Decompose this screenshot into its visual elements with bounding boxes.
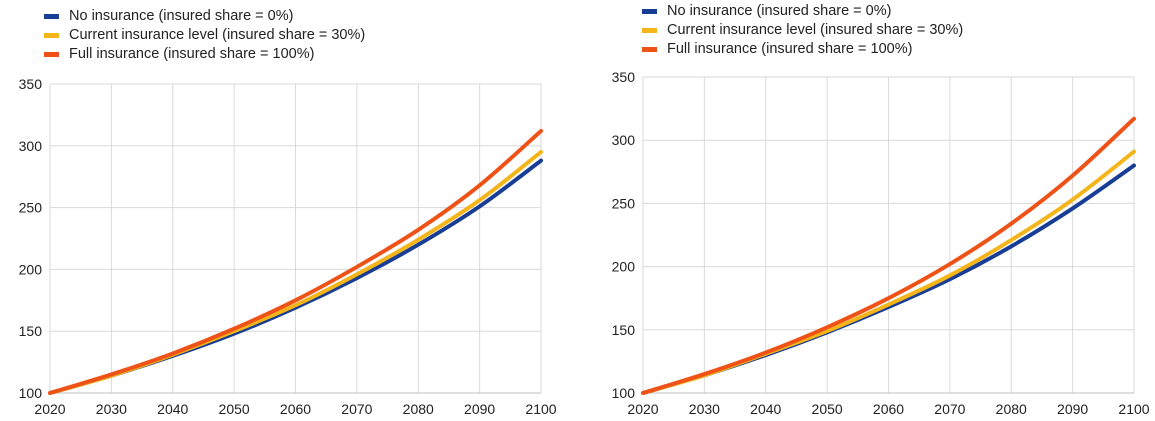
legend-swatch-no-insurance — [44, 14, 59, 19]
line-chart-right: 2020 2030 2040 2050 2060 2070 2080 2090 2100 100 1… — [612, 69, 1150, 417]
x-tick-label: 2030 — [689, 401, 720, 417]
x-tick-label: 2050 — [812, 401, 843, 417]
legend-label: No insurance (insured share = 0%) — [667, 3, 892, 19]
legend-item-current-insurance: Current insurance level (insured share =… — [44, 26, 365, 45]
y-tick-label: 300 — [19, 138, 43, 154]
y-tick-label: 100 — [612, 385, 636, 401]
x-tick-label: 2020 — [627, 401, 658, 417]
legend-swatch-current-insurance — [44, 33, 59, 38]
legend-label: Current insurance level (insured share =… — [667, 22, 964, 38]
x-tick-label: 2080 — [996, 401, 1027, 417]
series-line-full-insurance — [48, 128, 543, 395]
x-tick-label: 2100 — [1118, 401, 1149, 417]
y-tick-label: 150 — [612, 322, 636, 338]
x-tick-label: 2050 — [219, 401, 250, 417]
x-tick-label: 2040 — [157, 401, 188, 417]
x-tick-label: 2080 — [403, 401, 434, 417]
legend-label: Full insurance (insured share = 100%) — [667, 41, 913, 57]
x-tick-label: 2070 — [341, 401, 372, 417]
y-tick-label: 250 — [612, 195, 636, 211]
x-tick-label: 2090 — [464, 401, 495, 417]
y-tick-label: 150 — [19, 323, 43, 339]
y-tick-label: 250 — [19, 200, 43, 216]
legend-label: No insurance (insured share = 0%) — [69, 8, 294, 24]
legend-item-full-insurance: Full insurance (insured share = 100%) — [44, 45, 365, 64]
legend: No insurance (insured share = 0%) Curren… — [44, 7, 365, 64]
y-tick-label: 100 — [19, 385, 43, 401]
x-tick-label: 2070 — [934, 401, 965, 417]
legend-label: Full insurance (insured share = 100%) — [69, 46, 315, 62]
chart-panel-right: No insurance (insured share = 0%) Curren… — [590, 0, 1155, 421]
x-tick-label: 2100 — [525, 401, 556, 417]
legend-swatch-current-insurance — [642, 28, 657, 33]
x-tick-label: 2060 — [873, 401, 904, 417]
y-tick-label: 350 — [19, 76, 43, 92]
chart-panel-left: No insurance (insured share = 0%) Curren… — [0, 0, 575, 421]
legend: No insurance (insured share = 0%) Curren… — [642, 2, 963, 59]
legend-swatch-full-insurance — [44, 52, 59, 57]
x-tick-label: 2040 — [750, 401, 781, 417]
x-tick-label: 2090 — [1057, 401, 1088, 417]
legend-item-no-insurance: No insurance (insured share = 0%) — [642, 2, 963, 21]
x-tick-label: 2030 — [96, 401, 127, 417]
y-tick-label: 200 — [19, 261, 43, 277]
series-line-full-insurance — [641, 116, 1136, 395]
legend-swatch-no-insurance — [642, 9, 657, 14]
y-tick-label: 300 — [612, 132, 636, 148]
legend-item-full-insurance: Full insurance (insured share = 100%) — [642, 40, 963, 59]
line-chart-left: 2020 2030 2040 2050 2060 2070 2080 2090 2100 100 1… — [19, 76, 557, 417]
legend-swatch-full-insurance — [642, 47, 657, 52]
y-tick-label: 350 — [612, 69, 636, 85]
legend-item-current-insurance: Current insurance level (insured share =… — [642, 21, 963, 40]
x-tick-label: 2060 — [280, 401, 311, 417]
y-tick-label: 200 — [612, 259, 636, 275]
legend-label: Current insurance level (insured share =… — [69, 27, 366, 43]
x-tick-label: 2020 — [34, 401, 65, 417]
legend-item-no-insurance: No insurance (insured share = 0%) — [44, 7, 365, 26]
